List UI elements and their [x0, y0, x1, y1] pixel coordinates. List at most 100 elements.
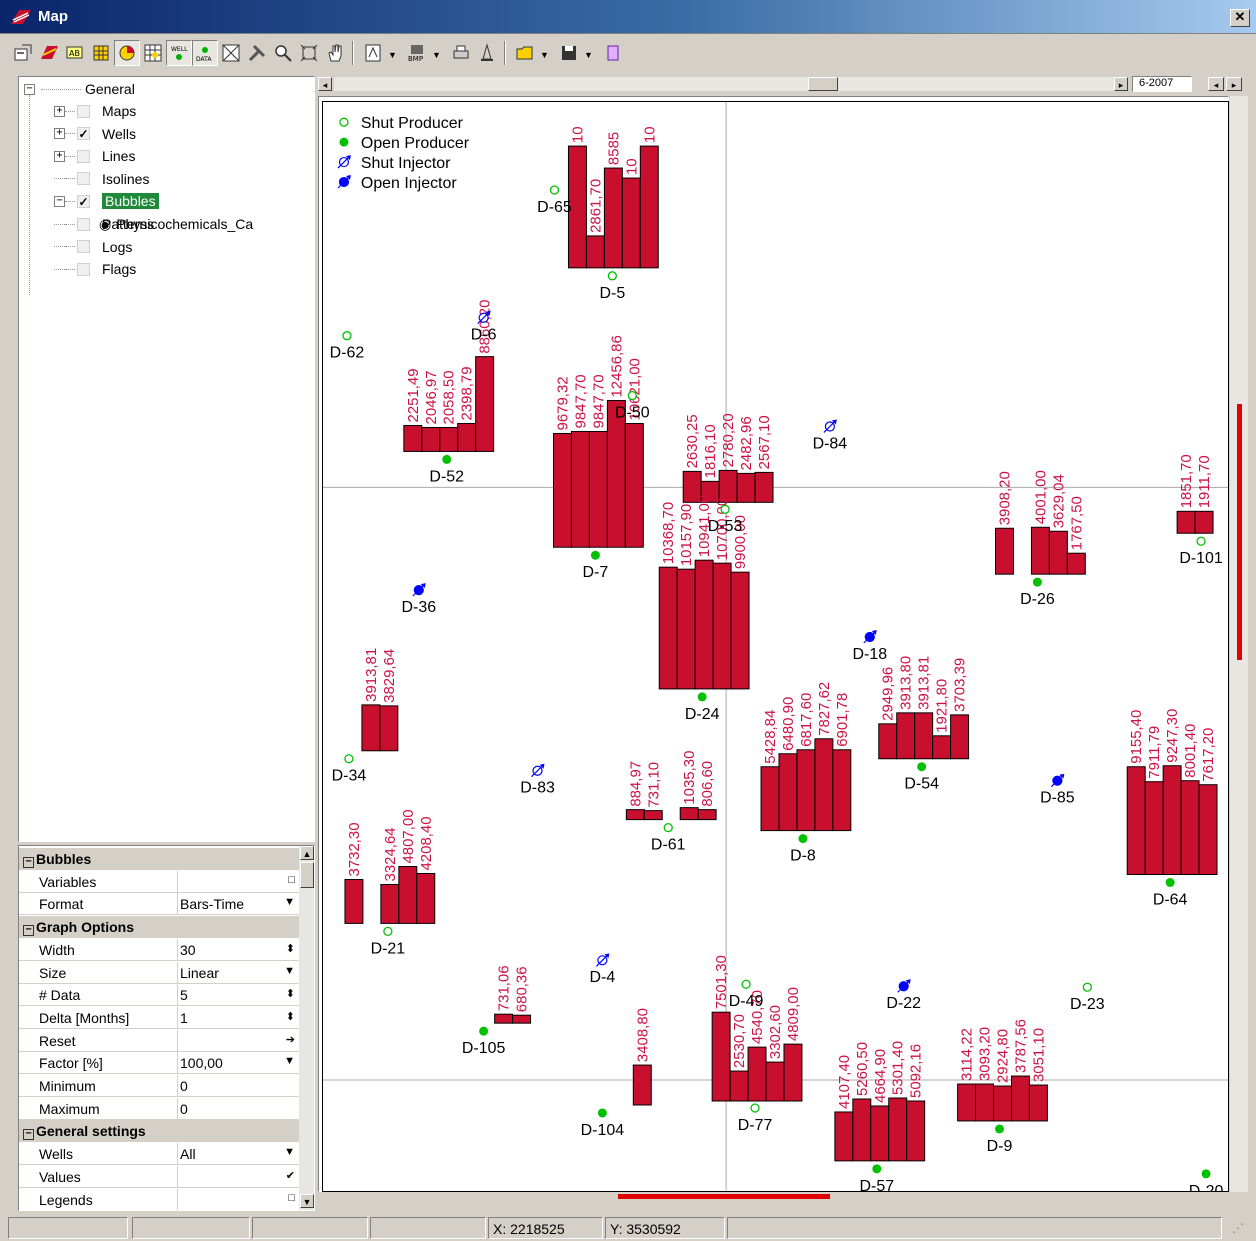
book-icon[interactable] [600, 40, 626, 66]
property-value[interactable]: ✔ [177, 1165, 299, 1188]
map-canvas[interactable]: 10 2861,70 8585 10 10 2251,49 2046,97 2058,50 23… [318, 96, 1229, 1192]
bubble-chart-d-9[interactable]: 3114,22 3093,20 2924,80 3787,56 3051,10 [957, 1019, 1048, 1122]
bar[interactable] [975, 1083, 995, 1122]
bar[interactable] [1028, 1084, 1048, 1122]
well-d-8[interactable]: D-8 [790, 834, 816, 865]
bar[interactable] [729, 1070, 749, 1102]
scroll-down-icon[interactable]: ▼ [300, 1194, 314, 1208]
well-d-34[interactable]: D-34 [332, 754, 367, 785]
bar[interactable] [1198, 784, 1218, 875]
well-d-54[interactable]: D-54 [904, 762, 939, 793]
bar[interactable] [754, 471, 774, 503]
well-data-icon[interactable]: DATA [192, 40, 218, 66]
scroll-right-icon[interactable]: ▸ [1114, 77, 1128, 91]
close-button[interactable]: ✕ [1230, 9, 1250, 27]
bar[interactable] [403, 424, 423, 452]
well-d-18[interactable]: D-18 [853, 630, 888, 663]
scroll-left-icon[interactable]: ◂ [318, 77, 332, 91]
well-d-53[interactable]: D-53 [708, 504, 743, 535]
zoom-icon[interactable] [270, 40, 296, 66]
bar[interactable] [950, 714, 970, 760]
bubble-chart-d-104[interactable]: 3408,80 [632, 1008, 652, 1106]
bar[interactable] [639, 145, 659, 269]
bar[interactable] [1030, 526, 1050, 575]
property-control-icon[interactable]: ▼ [284, 1146, 295, 1159]
collapse-icon[interactable]: − [23, 857, 34, 868]
property-row[interactable]: Maximum 0 [19, 1097, 299, 1120]
bar[interactable] [765, 1061, 785, 1102]
scroll-track[interactable] [334, 77, 1114, 91]
well-symbol-icon[interactable] [474, 40, 500, 66]
bar[interactable] [344, 878, 364, 924]
tree-item-maps[interactable]: + Maps [54, 101, 136, 121]
radio-selected-icon[interactable]: ◉ [99, 215, 112, 232]
bar[interactable] [588, 430, 608, 548]
property-row[interactable]: Format Bars-Time ▼ [19, 893, 299, 916]
property-value[interactable]: 5 ⬍ [177, 984, 299, 1007]
scroll-thumb[interactable] [808, 77, 838, 91]
open-folder-icon[interactable] [512, 40, 538, 66]
checkbox[interactable] [77, 262, 90, 276]
property-value[interactable]: 30 ⬍ [177, 938, 299, 961]
date-next-button[interactable]: ▸ [1226, 77, 1242, 91]
well-d-50[interactable]: D-50 [615, 390, 650, 422]
bar[interactable] [736, 472, 756, 503]
bubble-chart-d-105[interactable]: 731,06 680,36 [494, 965, 532, 1024]
well-d-36[interactable]: D-36 [401, 583, 436, 616]
tree-item-bubbles[interactable]: − ✓ Bubbles [54, 191, 159, 211]
layers-icon[interactable] [36, 40, 62, 66]
well-d-4[interactable]: D-4 [590, 953, 616, 986]
bar[interactable] [747, 1046, 767, 1102]
bubble-chart-d-101[interactable]: 1851,70 1911,70 [1176, 454, 1214, 534]
crosshair-icon[interactable] [218, 40, 244, 66]
property-row[interactable]: Minimum 0 [19, 1075, 299, 1097]
well-d-24[interactable]: D-24 [685, 692, 720, 723]
properties-icon[interactable] [10, 40, 36, 66]
well-d-23[interactable]: D-23 [1070, 982, 1105, 1013]
bubble-chart-d-21[interactable]: 3732,30 3324,64 4807,00 4208,40 [344, 809, 436, 924]
bubble-chart-d-54[interactable]: 2949,96 3913,80 3913,81 1921,80 3703,39 [878, 656, 970, 760]
property-row[interactable]: Size Linear ▼ [19, 961, 299, 984]
save-icon[interactable] [556, 40, 582, 66]
scroll-thumb[interactable] [300, 862, 314, 888]
tree-item-patterns[interactable]: Patterns [54, 214, 154, 234]
bar[interactable] [932, 735, 952, 760]
property-value[interactable]: □ [177, 870, 299, 893]
bmp-export-icon[interactable]: BMP [404, 40, 430, 66]
checkbox[interactable]: ✓ [77, 127, 90, 142]
well-d-104[interactable]: D-104 [581, 1108, 625, 1139]
bar[interactable] [361, 704, 381, 752]
print-icon[interactable] [448, 40, 474, 66]
well-d-9[interactable]: D-9 [987, 1124, 1013, 1155]
bar[interactable] [814, 738, 834, 832]
bubble-chart-d-57[interactable]: 4107,40 5260,50 4664,90 5301,40 5092,16 [834, 1041, 926, 1162]
bar[interactable] [914, 712, 934, 760]
tree-item-physicochemicals[interactable]: ◉ Physicochemicals_Ca [99, 214, 253, 234]
grid-icon[interactable] [88, 40, 114, 66]
expand-icon[interactable]: + [54, 128, 65, 140]
bar[interactable] [1048, 530, 1068, 575]
property-row[interactable]: Wells All ▼ [19, 1143, 299, 1166]
bar[interactable] [603, 167, 623, 269]
bar[interactable] [796, 749, 816, 832]
tools-icon[interactable] [244, 40, 270, 66]
tree-item-general[interactable]: − General [24, 79, 135, 99]
bar[interactable] [1162, 765, 1182, 875]
bar[interactable] [439, 426, 459, 452]
bar[interactable] [870, 1105, 890, 1162]
property-row[interactable]: Legends □ [19, 1188, 299, 1210]
well-d-105[interactable]: D-105 [462, 1026, 506, 1057]
bar[interactable] [552, 432, 572, 548]
bar[interactable] [878, 723, 898, 760]
map-horizontal-scrollbar[interactable] [318, 1192, 1229, 1210]
property-row[interactable]: # Data 5 ⬍ [19, 984, 299, 1007]
tree-item-lines[interactable]: + Lines [54, 146, 135, 166]
bar[interactable] [993, 1085, 1012, 1122]
property-row[interactable]: Values ✔ [19, 1165, 299, 1188]
pan-hand-icon[interactable] [322, 40, 348, 66]
well-d-49[interactable]: D-49 [729, 979, 764, 1010]
property-control-icon[interactable]: ▼ [284, 964, 295, 977]
well-d-20[interactable]: D-20 [1189, 1169, 1224, 1192]
